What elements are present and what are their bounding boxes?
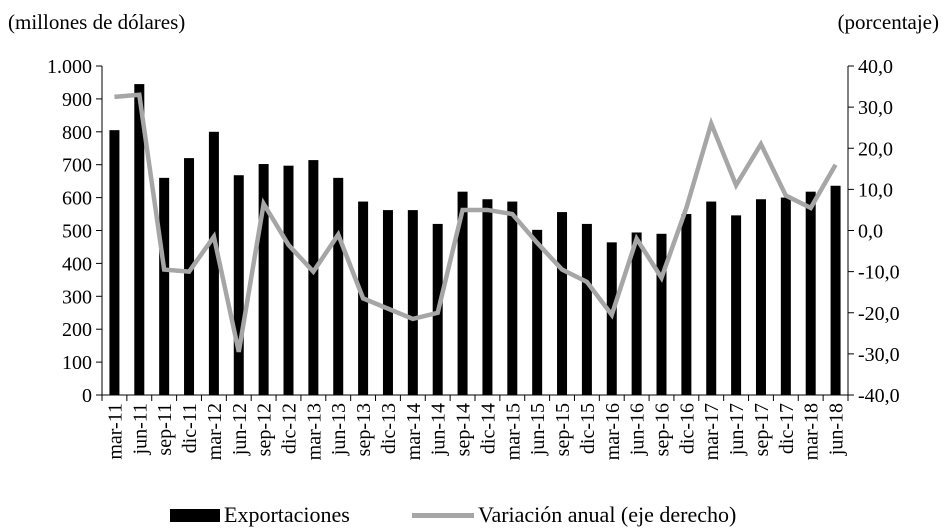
x-tick-label-sep-17: sep-17 xyxy=(751,403,773,456)
x-tick-label-mar-14: mar-14 xyxy=(403,403,425,460)
bar-sep-17 xyxy=(755,199,766,395)
left-tick-label: 300 xyxy=(62,286,92,308)
x-tick-label-jun-13: jun-13 xyxy=(328,403,350,456)
bar-dic-15 xyxy=(581,223,592,395)
bar-jun-15 xyxy=(532,229,543,395)
x-tick-label-dic-12: dic-12 xyxy=(279,403,301,454)
x-tick-label-mar-15: mar-15 xyxy=(502,403,524,460)
right-tick-label: 20,0 xyxy=(858,138,893,160)
bar-jun-13 xyxy=(333,177,344,395)
bar-mar-11 xyxy=(109,130,120,395)
x-tick-label-sep-15: sep-15 xyxy=(552,403,574,456)
left-tick-label: 900 xyxy=(62,89,92,111)
legend-line-swatch xyxy=(412,512,474,518)
bar-jun-16 xyxy=(631,232,642,395)
bar-mar-12 xyxy=(208,131,219,396)
bar-jun-11 xyxy=(134,84,145,395)
bar-dic-16 xyxy=(681,214,692,395)
legend-item-variacion: Variación anual (eje derecho) xyxy=(412,502,736,528)
left-tick-label: 700 xyxy=(62,155,92,177)
legend-bar-swatch xyxy=(170,508,220,522)
bar-jun-18 xyxy=(830,185,841,395)
x-tick-label-mar-11: mar-11 xyxy=(104,403,126,460)
bar-jun-17 xyxy=(731,215,742,395)
left-tick-label: 1.000 xyxy=(47,56,92,78)
left-tick-label: 600 xyxy=(62,188,92,210)
x-tick-label-jun-17: jun-17 xyxy=(726,403,748,456)
x-tick-label-jun-16: jun-16 xyxy=(627,403,649,456)
x-tick-label-jun-14: jun-14 xyxy=(428,403,450,456)
variacion-anual-line xyxy=(114,92,838,353)
x-tick-label-mar-13: mar-13 xyxy=(303,403,325,460)
x-tick-label-jun-12: jun-12 xyxy=(229,403,251,456)
x-tick-label-jun-18: jun-18 xyxy=(826,403,848,456)
x-tick-label-sep-12: sep-12 xyxy=(254,403,276,456)
x-tick-label-sep-13: sep-13 xyxy=(353,403,375,456)
bar-mar-13 xyxy=(308,160,319,395)
x-tick-label-mar-12: mar-12 xyxy=(204,403,226,460)
left-tick-label: 500 xyxy=(62,221,92,243)
right-tick-label: 40,0 xyxy=(858,56,893,78)
bar-sep-12 xyxy=(258,164,269,395)
x-tick-label-sep-16: sep-16 xyxy=(652,403,674,456)
left-tick-label: 0 xyxy=(82,385,92,407)
legend-label-variacion: Variación anual (eje derecho) xyxy=(478,502,737,527)
bar-mar-15 xyxy=(507,201,518,395)
right-tick-label: -10,0 xyxy=(858,262,900,284)
left-tick-label: 800 xyxy=(62,122,92,144)
x-tick-label-dic-13: dic-13 xyxy=(378,403,400,454)
right-axis-unit-label: (porcentaje) xyxy=(837,10,939,34)
x-tick-label-mar-16: mar-16 xyxy=(602,403,624,460)
x-tick-label-sep-14: sep-14 xyxy=(453,403,475,456)
right-tick-label: -20,0 xyxy=(858,303,900,325)
legend-item-exportaciones: Exportaciones xyxy=(170,502,350,528)
x-tick-label-dic-15: dic-15 xyxy=(577,403,599,454)
left-tick-label: 200 xyxy=(62,319,92,341)
bar-dic-13 xyxy=(382,210,393,395)
bar-sep-16 xyxy=(656,233,667,395)
right-tick-label: 0,0 xyxy=(858,221,883,243)
bar-mar-16 xyxy=(606,242,617,395)
bar-dic-14 xyxy=(482,199,493,395)
x-tick-label-jun-15: jun-15 xyxy=(527,403,549,456)
bar-sep-11 xyxy=(159,177,170,395)
bar-sep-15 xyxy=(557,212,568,395)
right-tick-label: 10,0 xyxy=(858,179,893,201)
bar-mar-14 xyxy=(407,210,418,395)
x-tick-label-mar-17: mar-17 xyxy=(701,403,723,460)
x-tick-label-dic-11: dic-11 xyxy=(179,403,201,453)
bar-dic-11 xyxy=(184,158,195,395)
bar-mar-18 xyxy=(805,191,816,395)
x-tick-label-dic-16: dic-16 xyxy=(676,403,698,454)
right-tick-label: -40,0 xyxy=(858,385,900,407)
bar-mar-17 xyxy=(706,201,717,395)
x-tick-label-mar-18: mar-18 xyxy=(801,403,823,460)
bar-jun-12 xyxy=(233,175,244,395)
right-tick-label: 30,0 xyxy=(858,97,893,119)
x-tick-label-sep-11: sep-11 xyxy=(154,403,176,456)
bar-dic-12 xyxy=(283,165,294,395)
right-tick-label: -30,0 xyxy=(858,344,900,366)
bar-sep-14 xyxy=(457,191,468,395)
left-tick-label: 100 xyxy=(62,352,92,374)
bar-dic-17 xyxy=(780,197,791,395)
x-tick-label-jun-11: jun-11 xyxy=(129,403,151,455)
x-tick-label-dic-17: dic-17 xyxy=(776,403,798,454)
left-axis-unit-label: (millones de dólares) xyxy=(8,10,186,34)
left-tick-label: 400 xyxy=(62,253,92,275)
legend-label-exportaciones: Exportaciones xyxy=(224,502,350,527)
x-tick-label-dic-14: dic-14 xyxy=(477,403,499,454)
